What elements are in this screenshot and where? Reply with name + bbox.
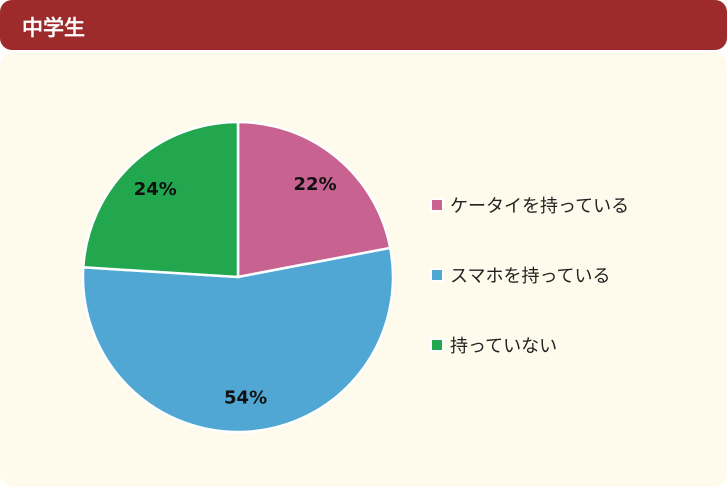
legend-swatch (430, 338, 444, 352)
pie-slice-2 (81, 120, 240, 279)
legend-item: スマホを持っている (430, 262, 611, 288)
data-label: 22% (294, 174, 337, 195)
data-label: 54% (224, 388, 267, 409)
pie-slice-1 (81, 246, 395, 434)
pie-slice-0 (236, 120, 392, 279)
legend-label: 持っていない (450, 336, 558, 357)
legend-swatch (430, 268, 444, 282)
legend-item: 持っていない (430, 332, 557, 358)
legend-swatch (430, 198, 444, 212)
legend-label: ケータイを持っている (450, 196, 630, 217)
legend-label: スマホを持っている (450, 266, 611, 287)
header-bar: 中学生 (0, 0, 727, 50)
legend-item: ケータイを持っている (430, 192, 629, 218)
data-label: 24% (134, 179, 177, 200)
chart-title: 中学生 (22, 16, 85, 40)
